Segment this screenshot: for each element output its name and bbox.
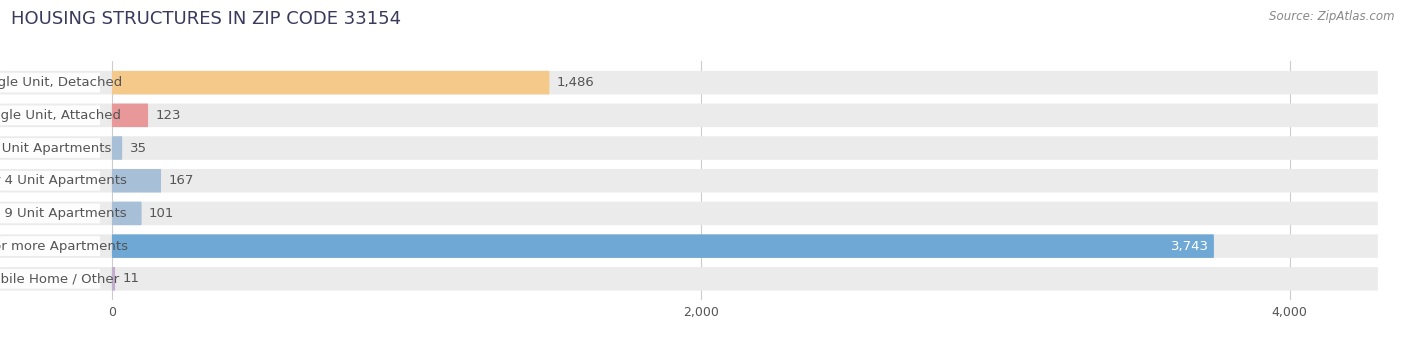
Text: 35: 35 xyxy=(129,142,146,154)
FancyBboxPatch shape xyxy=(112,202,142,225)
FancyBboxPatch shape xyxy=(112,267,115,291)
FancyBboxPatch shape xyxy=(112,71,550,94)
FancyBboxPatch shape xyxy=(0,136,1378,160)
Text: Single Unit, Detached: Single Unit, Detached xyxy=(0,76,122,89)
FancyBboxPatch shape xyxy=(0,269,100,289)
Text: 2 Unit Apartments: 2 Unit Apartments xyxy=(0,142,111,154)
Text: 10 or more Apartments: 10 or more Apartments xyxy=(0,240,128,253)
Text: Mobile Home / Other: Mobile Home / Other xyxy=(0,272,120,285)
FancyBboxPatch shape xyxy=(0,169,1378,193)
FancyBboxPatch shape xyxy=(0,204,100,223)
Text: 5 to 9 Unit Apartments: 5 to 9 Unit Apartments xyxy=(0,207,127,220)
FancyBboxPatch shape xyxy=(0,104,1378,127)
Text: 3,743: 3,743 xyxy=(1171,240,1209,253)
FancyBboxPatch shape xyxy=(0,171,100,191)
FancyBboxPatch shape xyxy=(0,202,1378,225)
FancyBboxPatch shape xyxy=(0,234,1378,258)
FancyBboxPatch shape xyxy=(112,136,122,160)
FancyBboxPatch shape xyxy=(112,104,148,127)
Text: 123: 123 xyxy=(156,109,181,122)
Text: 1,486: 1,486 xyxy=(557,76,595,89)
FancyBboxPatch shape xyxy=(0,105,100,125)
Text: HOUSING STRUCTURES IN ZIP CODE 33154: HOUSING STRUCTURES IN ZIP CODE 33154 xyxy=(11,10,401,28)
FancyBboxPatch shape xyxy=(0,138,100,158)
FancyBboxPatch shape xyxy=(0,71,1378,94)
FancyBboxPatch shape xyxy=(112,169,162,193)
Text: 11: 11 xyxy=(122,272,139,285)
Text: 167: 167 xyxy=(169,174,194,187)
Text: 3 or 4 Unit Apartments: 3 or 4 Unit Apartments xyxy=(0,174,127,187)
Text: Single Unit, Attached: Single Unit, Attached xyxy=(0,109,121,122)
FancyBboxPatch shape xyxy=(0,73,100,92)
FancyBboxPatch shape xyxy=(112,234,1213,258)
FancyBboxPatch shape xyxy=(0,236,100,256)
Text: 101: 101 xyxy=(149,207,174,220)
FancyBboxPatch shape xyxy=(0,267,1378,291)
Text: Source: ZipAtlas.com: Source: ZipAtlas.com xyxy=(1270,10,1395,23)
